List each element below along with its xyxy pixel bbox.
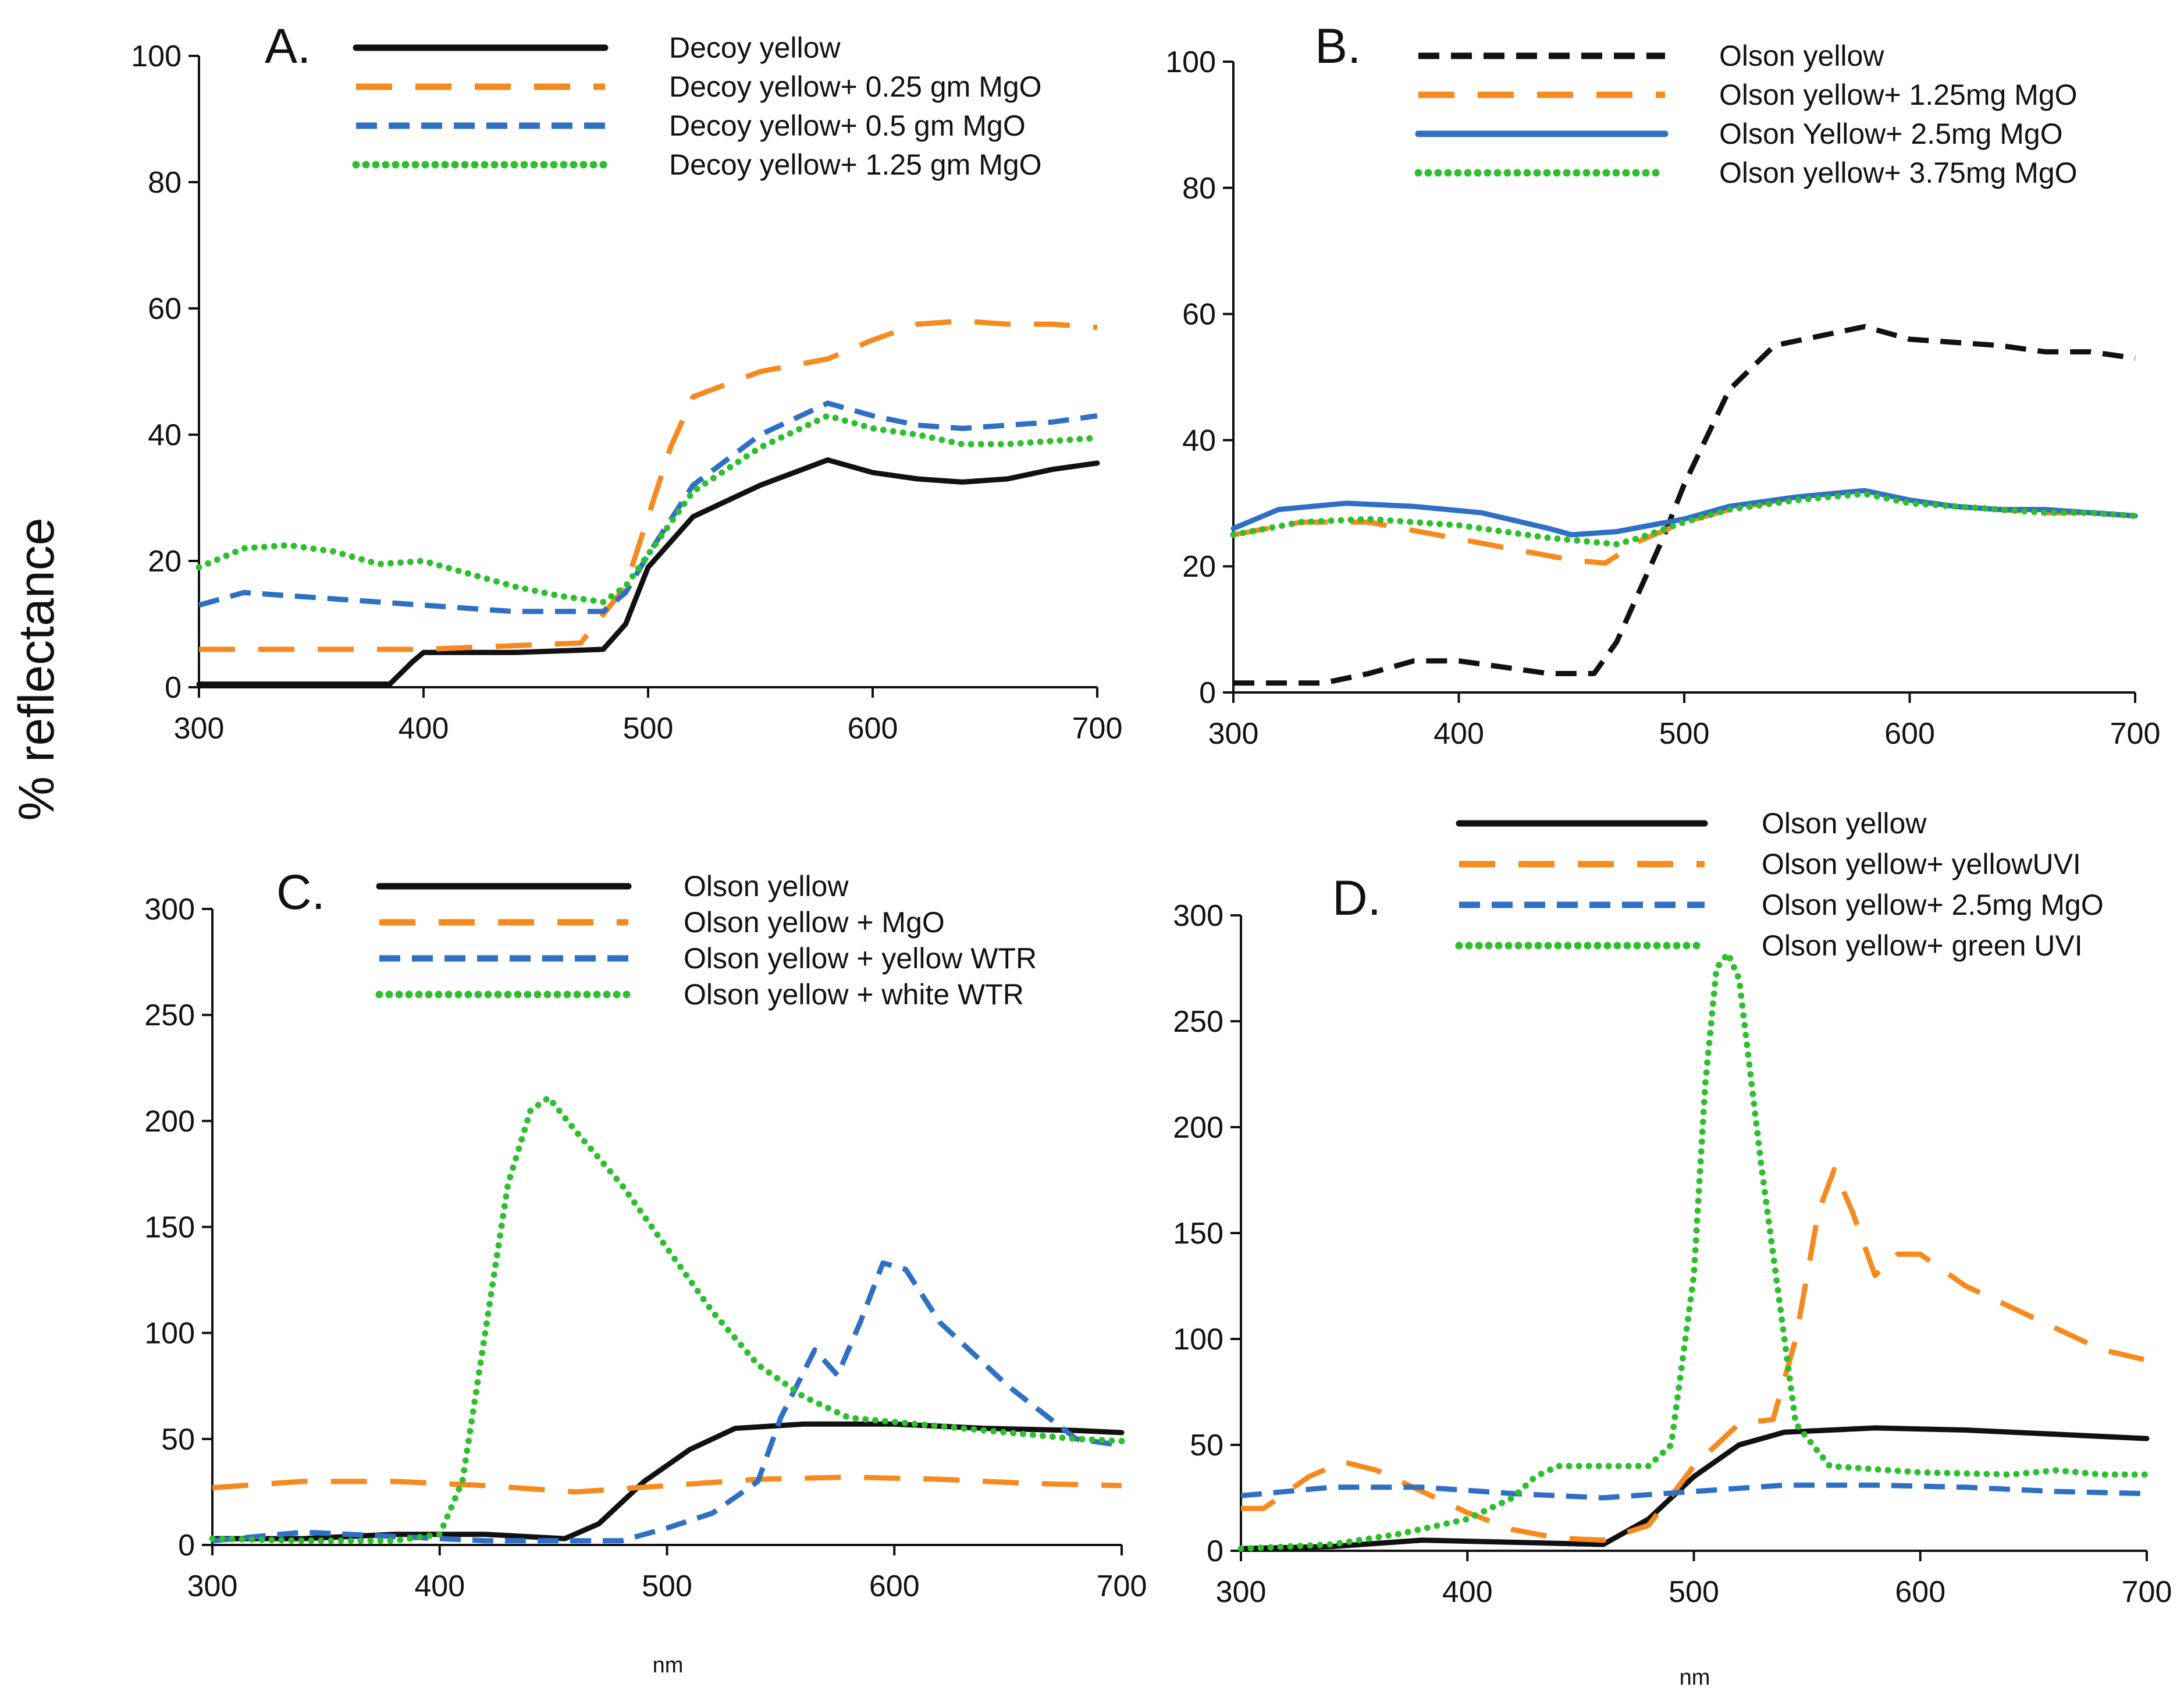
- series-line-2: [1233, 488, 2136, 566]
- y-tick-label: 20: [148, 545, 182, 578]
- legend-label: Olson yellow+ 3.75mg MgO: [1719, 157, 2078, 189]
- y-tick-label: 200: [1173, 1111, 1223, 1145]
- x-axis-title: nm: [653, 1653, 684, 1678]
- y-tick-label: 250: [144, 999, 195, 1032]
- panel-letter: A.: [265, 19, 311, 73]
- x-tick-label: 600: [1884, 717, 1935, 751]
- y-tick-label: 150: [1173, 1217, 1223, 1251]
- x-tick-label: 500: [1659, 717, 1710, 751]
- y-tick-label: 100: [1165, 45, 1216, 79]
- x-tick-label: 700: [1072, 712, 1123, 745]
- x-tick-label: 700: [2122, 1575, 2172, 1609]
- y-tick-label: 200: [144, 1104, 195, 1138]
- y-tick-label: 300: [1173, 899, 1223, 933]
- x-tick-label: 600: [848, 712, 898, 745]
- legend-label: Olson yellow + yellow WTR: [684, 942, 1037, 975]
- x-axis-title: nm: [1680, 1665, 1710, 1690]
- panel-d: 0 50 100 150 200 250 300 300 400 500 600 700 D. nm Ols…: [1173, 807, 2172, 1690]
- series-line-4: [195, 413, 1101, 605]
- panel-letter: C.: [276, 865, 325, 919]
- series-line-3: [198, 400, 1098, 614]
- y-tick-label: 60: [148, 292, 182, 326]
- series-line-1: [1238, 1425, 2150, 1551]
- x-tick-label: 600: [1895, 1575, 1945, 1609]
- panel-b: 0 20 40 60 80 100 300 400 500 600 700 B. Olson yello…: [1165, 19, 2160, 751]
- legend-label: Olson yellow + MgO: [684, 906, 945, 939]
- panel-c: 0 50 100 150 200 250 300 300 400 500 600 700 C. nm Ols…: [144, 865, 1147, 1678]
- series-line-4: [209, 1094, 1125, 1544]
- series-line-2: [1241, 1167, 2148, 1543]
- y-tick-label: 20: [1182, 550, 1216, 584]
- y-tick-label: 50: [161, 1423, 195, 1457]
- y-tick-label: 250: [1173, 1005, 1223, 1039]
- legend-label: Olson yellow: [1762, 807, 1927, 840]
- legend-label: Olson yellow+ green UVI: [1762, 929, 2083, 962]
- legend-label: Decoy yellow+ 0.5 gm MgO: [669, 109, 1026, 142]
- y-tick-label: 40: [1182, 424, 1216, 457]
- legend-label: Olson yellow+ 1.25mg MgO: [1719, 79, 2078, 111]
- y-tick-label: 0: [1207, 1534, 1223, 1568]
- x-tick-label: 300: [1208, 717, 1259, 751]
- y-tick-label: 40: [148, 418, 182, 452]
- panel-a: 0 20 40 60 80 100 300 400 500 600 700 A. Decoy yello…: [131, 19, 1122, 745]
- series-line-1: [209, 1421, 1125, 1541]
- y-tick-label: 100: [1173, 1323, 1223, 1356]
- x-tick-label: 700: [1097, 1569, 1147, 1603]
- legend-label: Olson yellow: [684, 870, 849, 903]
- series-line-4: [1230, 491, 2139, 548]
- x-tick-label: 700: [2110, 717, 2161, 751]
- y-tick-label: 0: [165, 671, 182, 705]
- legend-label: Decoy yellow: [669, 31, 841, 64]
- legend-label: Olson yellow: [1719, 40, 1884, 72]
- series-line-1: [196, 457, 1100, 687]
- y-tick-label: 150: [144, 1211, 195, 1245]
- y-tick-label: 0: [178, 1529, 195, 1562]
- legend-label: Olson yellow+ 2.5mg MgO: [1762, 889, 2104, 921]
- x-tick-label: 400: [1442, 1575, 1493, 1609]
- series-line-2: [199, 318, 1098, 652]
- y-tick-label: 100: [144, 1317, 195, 1351]
- panel-letter: D.: [1332, 871, 1381, 925]
- panel-letter: B.: [1315, 19, 1361, 73]
- series-line-3: [212, 1260, 1122, 1544]
- y-axis-title: % reflectance: [9, 517, 65, 820]
- x-tick-label: 300: [187, 1569, 238, 1603]
- y-tick-label: 100: [131, 40, 182, 73]
- series-line-1: [1233, 324, 2136, 686]
- x-tick-label: 500: [1669, 1575, 1719, 1609]
- y-tick-label: 60: [1182, 298, 1216, 332]
- x-tick-label: 400: [414, 1569, 465, 1603]
- series-line-2: [212, 1474, 1122, 1495]
- x-tick-label: 300: [1216, 1575, 1267, 1609]
- y-tick-label: 80: [1182, 172, 1216, 205]
- series-line-4: [1237, 950, 2150, 1552]
- legend-label: Olson yellow+ yellowUVI: [1762, 848, 2081, 880]
- y-tick-label: 0: [1199, 676, 1216, 710]
- series-line-3: [1240, 1482, 2147, 1501]
- x-tick-label: 500: [642, 1569, 692, 1603]
- legend-label: Decoy yellow+ 0.25 gm MgO: [669, 70, 1042, 103]
- y-tick-label: 300: [144, 893, 195, 926]
- x-tick-label: 400: [1434, 717, 1484, 751]
- legend-label: Decoy yellow+ 1.25 gm MgO: [669, 148, 1042, 181]
- y-tick-label: 80: [148, 166, 182, 200]
- legend-label: Olson Yellow+ 2.5mg MgO: [1719, 118, 2063, 150]
- x-tick-label: 400: [399, 712, 449, 745]
- legend-label: Olson yellow + white WTR: [684, 978, 1024, 1011]
- series-line-3: [1230, 488, 2138, 538]
- x-tick-label: 600: [869, 1569, 920, 1603]
- y-tick-label: 50: [1190, 1429, 1223, 1462]
- x-tick-label: 500: [623, 712, 674, 745]
- x-tick-label: 300: [174, 712, 225, 745]
